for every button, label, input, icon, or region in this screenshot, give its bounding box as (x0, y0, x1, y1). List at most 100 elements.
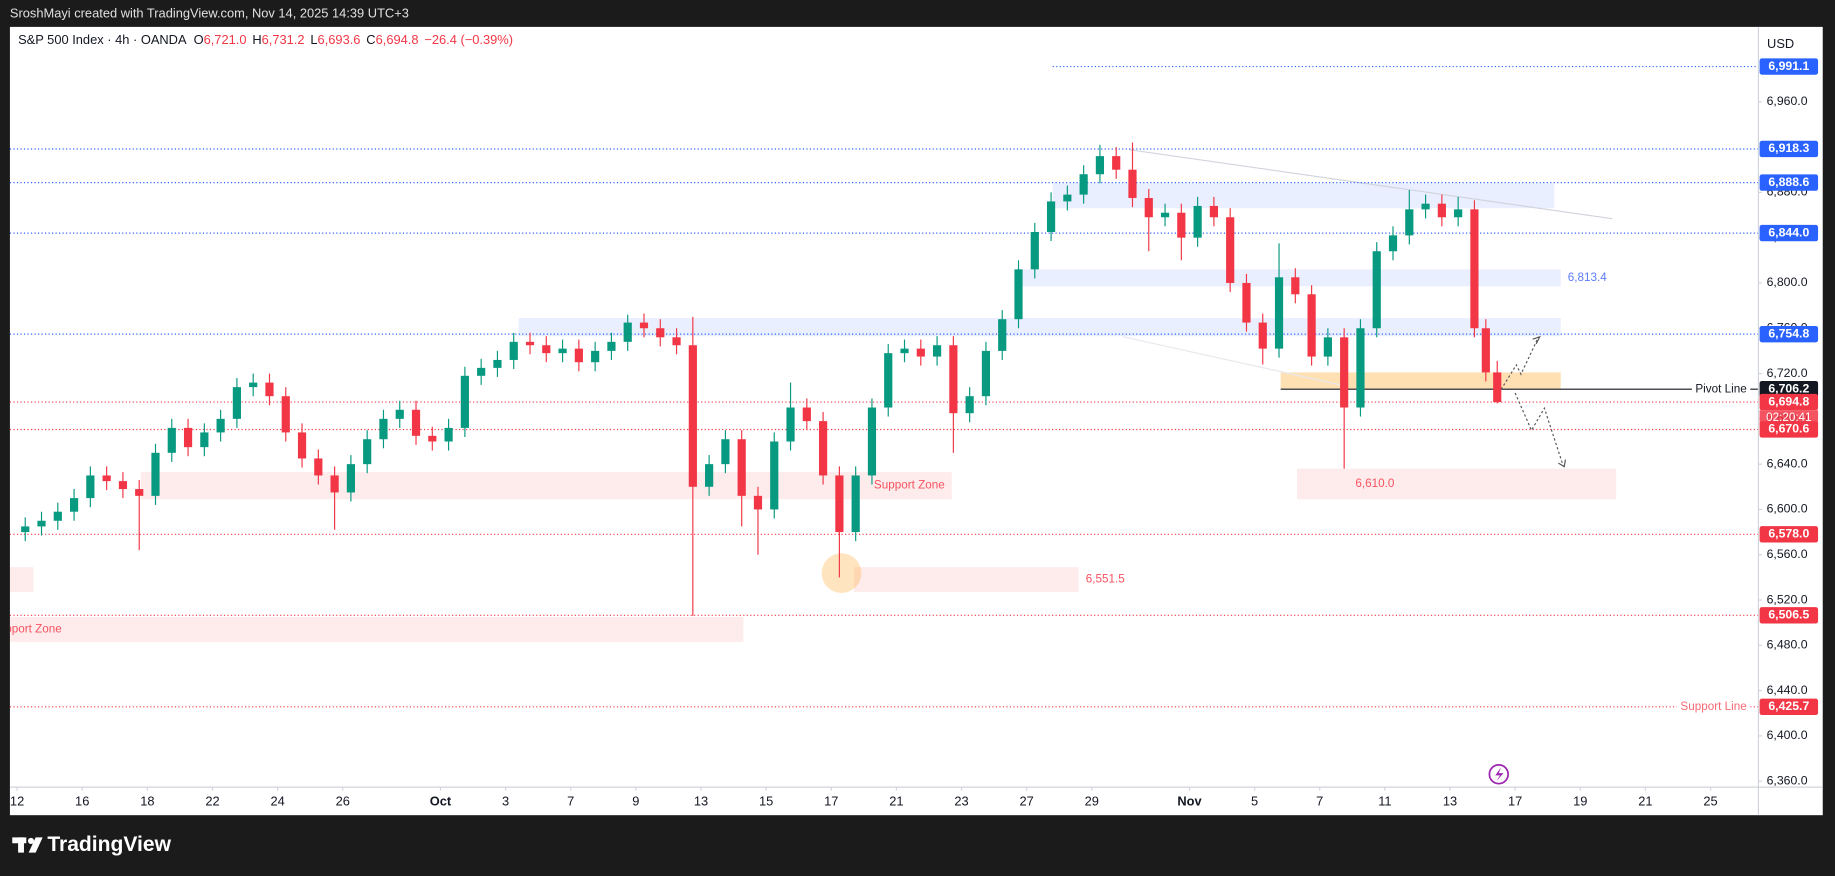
x-tick-label: 9 (632, 794, 639, 809)
price-tag-label: 6,578.0 (1768, 527, 1809, 541)
brand-name: TradingView (47, 833, 171, 856)
candle-body (444, 427, 453, 442)
candle-body (705, 464, 714, 487)
candle-body (656, 328, 665, 338)
zone (1052, 183, 1555, 209)
candle-body (884, 353, 893, 408)
zone (1280, 372, 1561, 390)
ohlc-prefix: H (252, 32, 261, 47)
currency: USD (1767, 36, 1794, 51)
candle-body (37, 520, 46, 527)
price-tag-label: 6,706.2 (1768, 381, 1809, 395)
logo-stem (18, 837, 24, 853)
x-tick-label: 27 (1019, 794, 1033, 809)
candle-body (1226, 217, 1235, 283)
zone (9, 617, 744, 642)
candle-body (819, 421, 828, 476)
candle-body (330, 475, 339, 493)
projection-down (1514, 392, 1564, 466)
candle-body (167, 427, 176, 453)
candle-body (216, 418, 225, 433)
candle-body (1242, 282, 1251, 323)
price-tag-label: 6,694.8 (1768, 394, 1809, 408)
candle-body (411, 409, 421, 436)
level-name: Support Line (1680, 700, 1746, 713)
level-name-bg (1676, 699, 1751, 714)
x-tick-label: 22 (205, 794, 219, 809)
x-tick-label: 3 (502, 794, 509, 809)
price-tag (1759, 607, 1819, 624)
candle-body (998, 319, 1007, 351)
price-tag-label: 6,670.6 (1768, 422, 1809, 436)
zone-label: 6,610.0 (1355, 477, 1394, 490)
price-tag-label: 6,754.8 (1768, 326, 1809, 340)
candle-body (753, 495, 763, 510)
candle-body (802, 407, 811, 422)
y-tick-label: 6,520.0 (1767, 592, 1808, 606)
x-tick-label: 24 (270, 794, 284, 809)
candle-body (623, 322, 632, 342)
price-tag (1759, 140, 1819, 158)
price-tag (1759, 58, 1819, 75)
price-tag-label: 6,991.1 (1768, 59, 1809, 73)
candle-body (1372, 251, 1381, 329)
candle-body (314, 458, 323, 476)
price-tag (1759, 421, 1819, 438)
x-tick-label: 19 (1573, 794, 1587, 809)
candle-body (900, 348, 909, 354)
y-tick-label: 6,440.0 (1767, 683, 1808, 697)
candle-body (770, 441, 779, 510)
candle-body (183, 427, 193, 448)
candle-body (1095, 156, 1105, 175)
axes: 6,360.0 6,400.0 6,440.0 6,480.0 6,520.0 6,560… (10, 58, 1819, 809)
candle-body (232, 387, 242, 419)
candle-body (151, 452, 160, 496)
y-tick-label: 6,960.0 (1767, 94, 1808, 108)
candle-body (1421, 203, 1430, 210)
candle-body (639, 322, 649, 329)
candle-body (1470, 209, 1479, 329)
ohlc-value: 6,693.6 (318, 32, 361, 47)
candle-body (118, 481, 128, 490)
ohlc-prefix: O (194, 32, 204, 47)
alert-icon-bolt (1495, 767, 1504, 782)
candle-body (509, 341, 518, 360)
x-tick-label: 23 (954, 794, 968, 809)
y-tick-label: 6,720.0 (1767, 366, 1808, 380)
candle-body (1291, 277, 1300, 295)
zone (1016, 269, 1561, 287)
y-tick-label: 6,560.0 (1767, 547, 1808, 561)
logo-dot (27, 837, 35, 844)
candle-body (1014, 269, 1023, 320)
candle-body (672, 337, 681, 346)
candle-body (916, 348, 925, 357)
candle-body (265, 382, 274, 397)
ohlc-value: 6,731.2 (262, 32, 305, 47)
alert-icon[interactable] (1488, 764, 1510, 785)
zone-label: pport Zone (5, 623, 62, 636)
candle-body (460, 375, 469, 428)
x-tick-label: 13 (694, 794, 708, 809)
candle-body (477, 367, 486, 376)
x-tick-label: 5 (1251, 794, 1258, 809)
x-tick-label: 11 (1378, 794, 1391, 809)
candle-body (574, 348, 583, 363)
ohlc-prefix: L (310, 32, 317, 47)
candle-body (346, 464, 355, 493)
price-tag (1759, 174, 1819, 191)
candle-body (1274, 277, 1284, 349)
candle-body (1340, 337, 1349, 408)
x-tick-label: 21 (1638, 794, 1652, 809)
candle-body (1388, 235, 1398, 252)
x-tick-label: 25 (1703, 794, 1717, 809)
y-tick-label: 6,360.0 (1767, 773, 1808, 787)
y-tick-label: 6,400.0 (1767, 728, 1808, 742)
candle-body (1481, 328, 1490, 373)
zone-label: 6,551.5 (1086, 573, 1125, 586)
price-tag-label: 6,425.7 (1768, 699, 1809, 713)
candle-body (591, 350, 600, 363)
candle-body (1323, 337, 1332, 357)
y-tick-label: 6,480.0 (1767, 638, 1808, 652)
candle-body (69, 498, 79, 512)
